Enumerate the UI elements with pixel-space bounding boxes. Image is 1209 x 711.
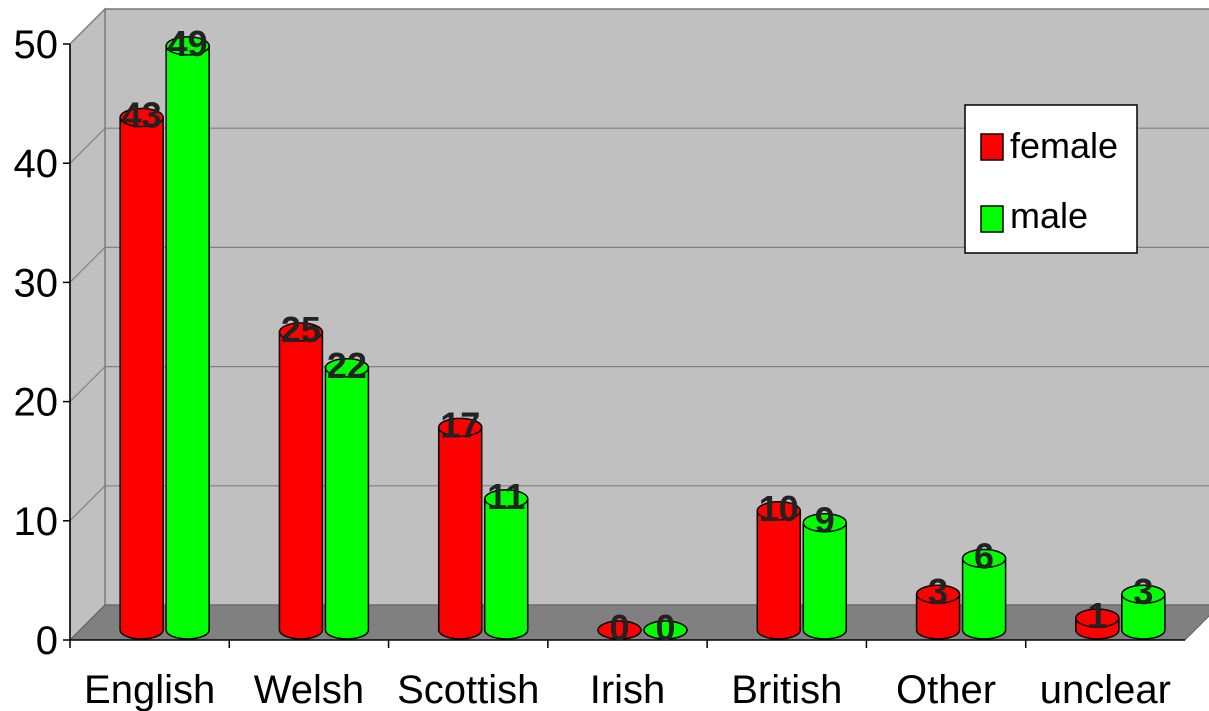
data-label: 3 (1133, 571, 1153, 612)
data-label: 22 (327, 345, 367, 386)
y-tick-label: 0 (36, 619, 58, 663)
data-label: 9 (815, 500, 835, 541)
bar-top (1121, 584, 1166, 604)
chart-walls (68, 7, 1209, 642)
x-tick-label: Other (896, 668, 996, 711)
legend[interactable]: female male (964, 104, 1138, 254)
data-label: 10 (759, 488, 799, 529)
y-tick-label: 50 (14, 23, 59, 67)
y-tick-label: 10 (14, 500, 59, 544)
bar-body (756, 510, 802, 640)
x-tick-label: unclear (1040, 668, 1171, 711)
bar-male-other (961, 548, 1007, 640)
bar-top (643, 620, 688, 640)
bar-top (165, 36, 210, 56)
bars (119, 36, 1166, 640)
bar-top (278, 322, 324, 342)
bar-female-irish (597, 620, 642, 640)
gridline (69, 485, 1209, 522)
gridlines (69, 8, 1209, 522)
bar-female-welsh (278, 322, 324, 640)
bar-top (597, 620, 642, 640)
bar-top (915, 584, 961, 604)
y-tick-label: 30 (14, 261, 59, 305)
data-label: 11 (487, 476, 525, 517)
bar-top (437, 417, 483, 438)
bar-top (756, 501, 802, 521)
x-tick-label: Irish (590, 668, 666, 711)
bar-female-british (756, 501, 802, 640)
y-tick-label: 20 (14, 381, 59, 425)
side-wall (69, 7, 106, 642)
bar-body (278, 331, 324, 640)
data-label: 3 (928, 571, 948, 612)
bar-body (802, 521, 848, 640)
x-tick-label: Scottish (397, 668, 539, 711)
data-label: 49 (168, 23, 208, 64)
bar-male-unclear (1121, 584, 1166, 640)
bar-top (802, 512, 848, 533)
bar-male-british (802, 512, 848, 640)
bar-top (119, 107, 164, 128)
data-label: 17 (440, 404, 480, 445)
back-wall (104, 8, 1209, 606)
data-label: 0 (655, 607, 675, 648)
bar-top (1075, 608, 1120, 628)
data-label: 25 (281, 309, 321, 350)
legend-swatch-female (980, 133, 1004, 161)
bar-male-english (165, 36, 210, 640)
data-label: 0 (609, 607, 629, 648)
data-label: 6 (974, 535, 994, 576)
y-tick-label: 40 (14, 142, 59, 186)
bar-body (483, 498, 529, 640)
bar-male-scottish (483, 489, 529, 640)
bar-body (324, 367, 370, 640)
bar-female-other (915, 584, 961, 640)
gridline (69, 366, 1209, 403)
bar-female-unclear (1075, 608, 1120, 640)
gridline (69, 246, 1209, 283)
bar-body (1121, 593, 1166, 640)
legend-label-female: female (1010, 125, 1118, 166)
bar-female-english (119, 107, 164, 640)
data-label: 43 (122, 94, 162, 135)
bar-female-scottish (437, 417, 483, 640)
gridline (69, 8, 1209, 45)
data-label: 1 (1087, 595, 1107, 636)
bar-body (915, 593, 961, 640)
x-tick-label: British (731, 668, 842, 711)
bar-male-irish (643, 620, 688, 640)
x-tick-label: English (84, 668, 215, 711)
gridline (69, 127, 1209, 164)
bar-body (961, 557, 1007, 640)
bar-body (165, 45, 210, 640)
bar-top (483, 489, 529, 509)
bar-body (119, 116, 164, 640)
bar-body (437, 426, 483, 640)
bar-top (324, 358, 370, 378)
x-tick-label: Welsh (254, 668, 364, 711)
legend-label-male: male (1010, 195, 1088, 236)
bar-top (961, 548, 1007, 569)
floor (68, 604, 1209, 641)
legend-swatch-male (980, 205, 1004, 233)
bar-male-welsh (324, 358, 370, 640)
